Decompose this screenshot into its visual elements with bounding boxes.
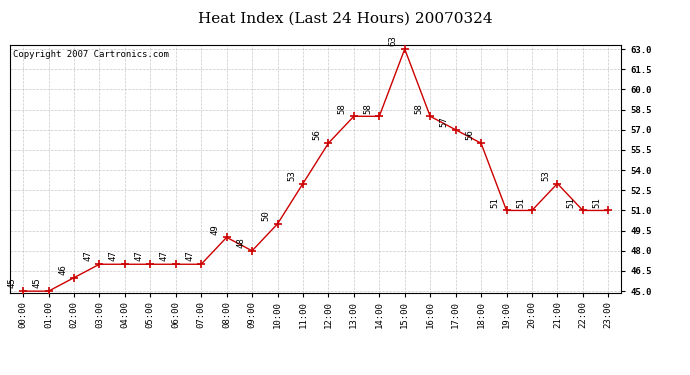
Text: 48: 48 — [236, 237, 245, 248]
Text: 49: 49 — [210, 224, 219, 235]
Text: 51: 51 — [592, 197, 601, 208]
Text: 58: 58 — [364, 103, 373, 114]
Text: 45: 45 — [32, 278, 41, 288]
Text: 50: 50 — [262, 210, 270, 221]
Text: 63: 63 — [388, 36, 397, 46]
Text: Heat Index (Last 24 Hours) 20070324: Heat Index (Last 24 Hours) 20070324 — [198, 11, 492, 25]
Text: 47: 47 — [160, 251, 169, 261]
Text: 53: 53 — [542, 170, 551, 181]
Text: 51: 51 — [567, 197, 576, 208]
Text: Copyright 2007 Cartronics.com: Copyright 2007 Cartronics.com — [13, 50, 169, 59]
Text: 58: 58 — [414, 103, 423, 114]
Text: 47: 47 — [135, 251, 144, 261]
Text: 47: 47 — [83, 251, 92, 261]
Text: 53: 53 — [287, 170, 296, 181]
Text: 51: 51 — [516, 197, 525, 208]
Text: 58: 58 — [338, 103, 347, 114]
Text: 45: 45 — [7, 278, 16, 288]
Text: 47: 47 — [185, 251, 194, 261]
Text: 46: 46 — [58, 264, 67, 275]
Text: 47: 47 — [109, 251, 118, 261]
Text: 56: 56 — [465, 130, 474, 140]
Text: 51: 51 — [491, 197, 500, 208]
Text: 56: 56 — [313, 130, 322, 140]
Text: 57: 57 — [440, 116, 449, 127]
